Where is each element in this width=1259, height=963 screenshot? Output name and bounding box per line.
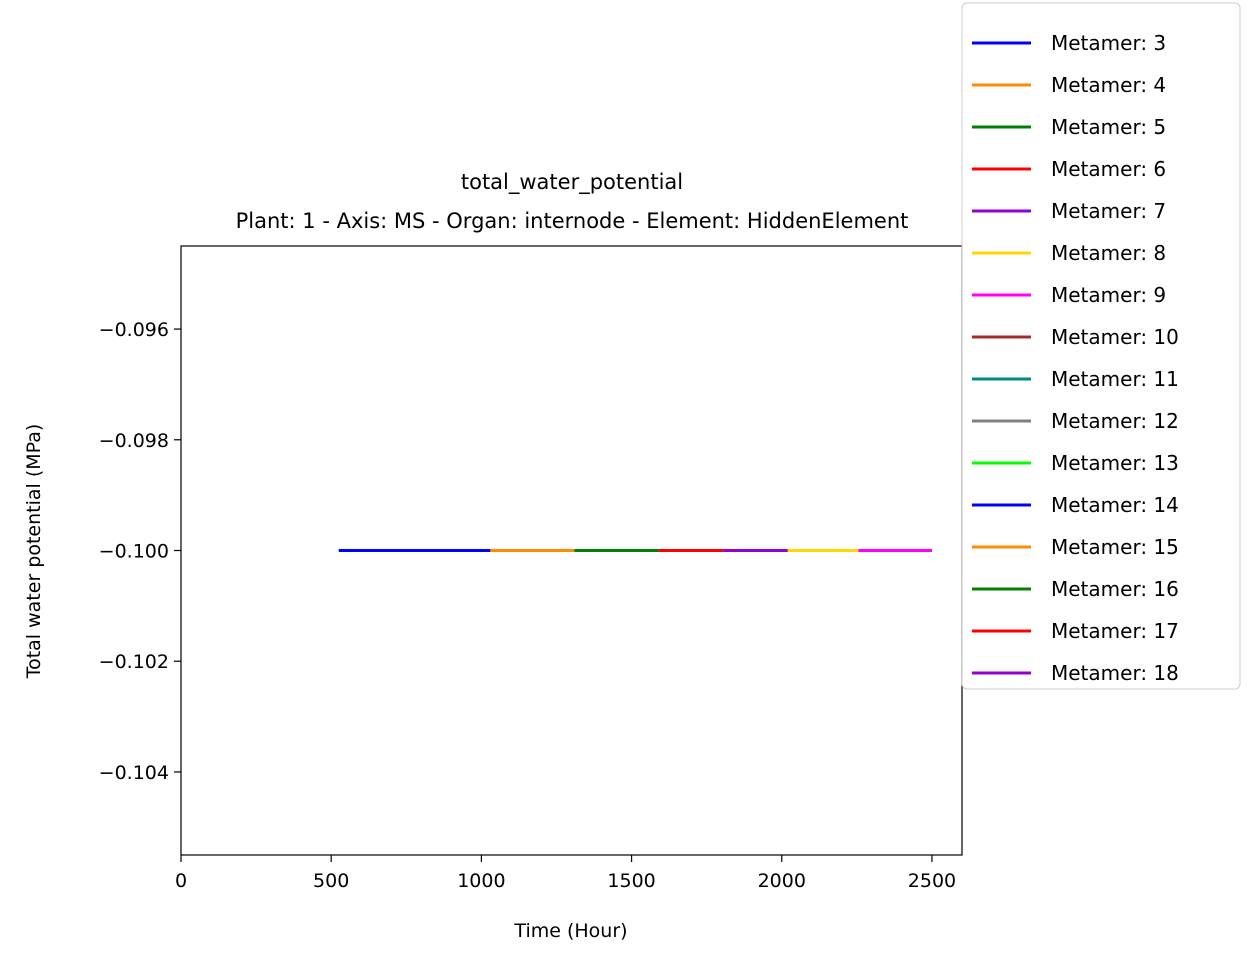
x-tick-label: 0 <box>175 870 187 892</box>
legend-entry: Metamer: 13 <box>1051 451 1179 475</box>
legend-box <box>961 2 1241 690</box>
chart-subtitle: Plant: 1 - Axis: MS - Organ: internode -… <box>236 209 909 233</box>
legend-entry: Metamer: 12 <box>1051 409 1179 433</box>
legend-entry: Metamer: 17 <box>1051 619 1179 643</box>
x-tick-label: 500 <box>313 870 349 892</box>
y-tick-label: −0.096 <box>99 319 169 341</box>
y-axis-label: Total water potential (MPa) <box>23 424 45 680</box>
x-tick-label: 2500 <box>908 870 956 892</box>
legend-entry: Metamer: 8 <box>1051 241 1166 265</box>
legend-entry: Metamer: 6 <box>1051 157 1166 181</box>
legend-entry: Metamer: 11 <box>1051 367 1179 391</box>
x-tick-label: 1500 <box>607 870 655 892</box>
x-axis: 0 500 1000 1500 2000 2500 <box>175 855 956 892</box>
y-tick-label: −0.104 <box>99 762 169 784</box>
legend-entry: Metamer: 9 <box>1051 283 1166 307</box>
legend-entry: Metamer: 5 <box>1051 115 1166 139</box>
legend-entry: Metamer: 14 <box>1051 493 1179 517</box>
x-tick-label: 1000 <box>457 870 505 892</box>
y-axis: −0.096 −0.098 −0.100 −0.102 −0.104 <box>99 319 181 784</box>
y-tick-label: −0.098 <box>99 430 169 452</box>
legend-entry: Metamer: 15 <box>1051 535 1179 559</box>
y-tick-label: −0.102 <box>99 651 169 673</box>
legend-entry: Metamer: 7 <box>1051 199 1166 223</box>
legend: Metamer: 3 Metamer: 4 Metamer: 5 Metamer: 6… <box>961 2 1241 690</box>
y-tick-label: −0.100 <box>99 541 169 563</box>
x-tick-label: 2000 <box>758 870 806 892</box>
x-axis-label: Time (Hour) <box>513 920 627 942</box>
legend-entry: Metamer: 16 <box>1051 577 1179 601</box>
chart-title: total_water_potential <box>461 170 683 195</box>
legend-entry: Metamer: 18 <box>1051 661 1179 685</box>
legend-entry: Metamer: 3 <box>1051 31 1166 55</box>
legend-entry: Metamer: 4 <box>1051 73 1166 97</box>
legend-entry: Metamer: 10 <box>1051 325 1179 349</box>
